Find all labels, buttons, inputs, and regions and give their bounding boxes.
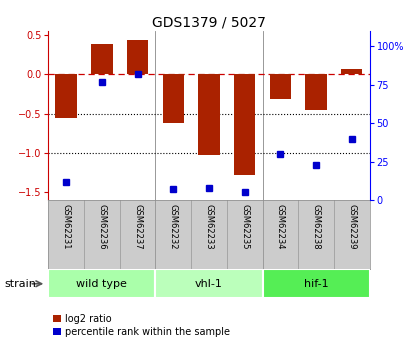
Text: hif-1: hif-1 — [304, 279, 328, 289]
Bar — [48, 269, 155, 298]
Bar — [127, 40, 148, 74]
Text: GSM62237: GSM62237 — [133, 204, 142, 249]
Bar — [234, 74, 255, 175]
Text: GSM62238: GSM62238 — [312, 204, 320, 249]
Bar — [91, 45, 113, 74]
Text: GSM62235: GSM62235 — [240, 204, 249, 249]
Text: GSM62232: GSM62232 — [169, 204, 178, 249]
Text: GSM62236: GSM62236 — [97, 204, 106, 249]
Bar — [270, 74, 291, 99]
Bar — [262, 269, 370, 298]
Text: wild type: wild type — [76, 279, 127, 289]
Bar — [163, 74, 184, 123]
Text: GSM62231: GSM62231 — [62, 204, 71, 249]
Bar — [198, 74, 220, 155]
Bar — [55, 74, 77, 118]
Text: GSM62233: GSM62233 — [205, 204, 213, 249]
Bar — [155, 269, 262, 298]
Text: vhl-1: vhl-1 — [195, 279, 223, 289]
Bar — [341, 69, 362, 74]
Text: GSM62239: GSM62239 — [347, 204, 356, 249]
Text: strain: strain — [4, 279, 36, 289]
Text: GSM62234: GSM62234 — [276, 204, 285, 249]
Title: GDS1379 / 5027: GDS1379 / 5027 — [152, 16, 266, 30]
Legend: log2 ratio, percentile rank within the sample: log2 ratio, percentile rank within the s… — [53, 314, 230, 337]
Bar — [305, 74, 327, 110]
